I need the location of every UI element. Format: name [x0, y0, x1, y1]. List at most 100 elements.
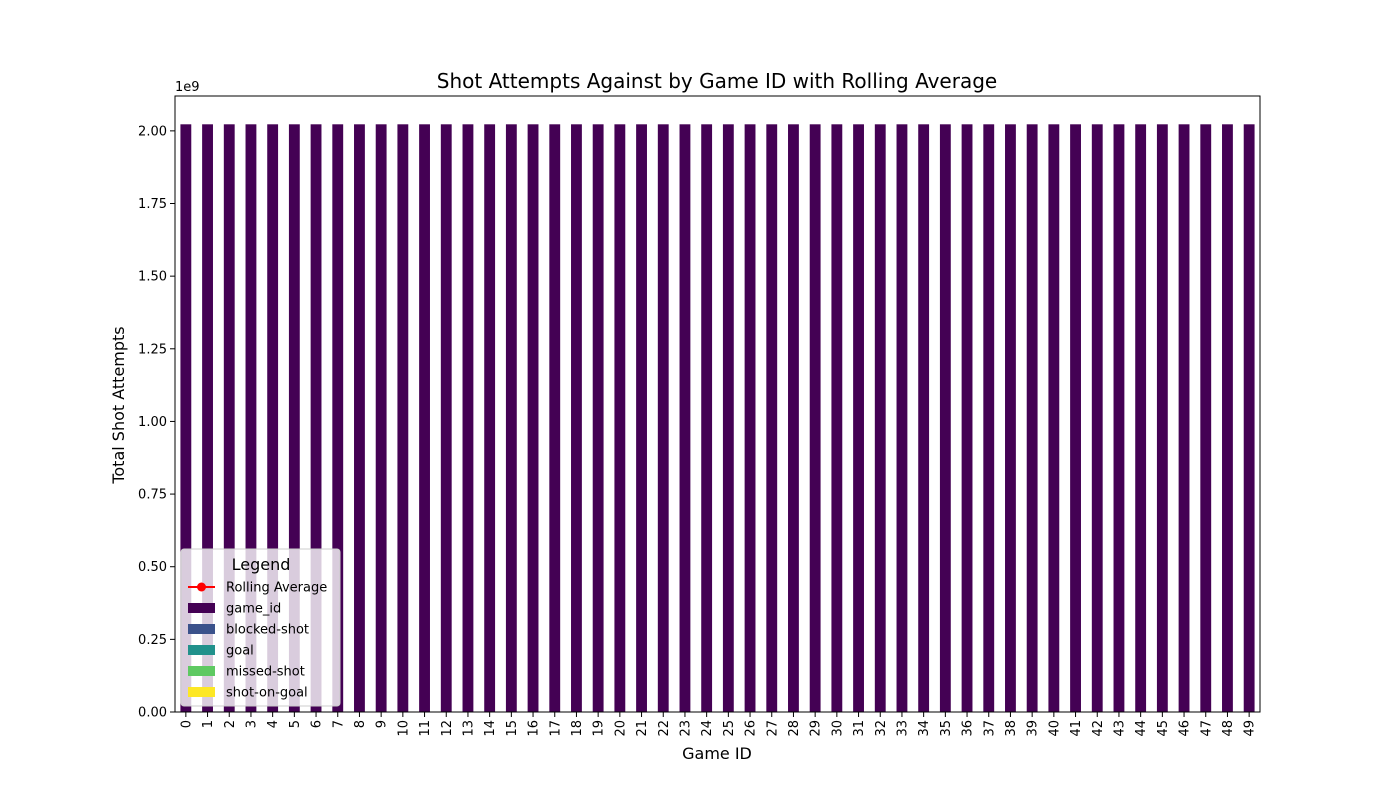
y-tick-label: 0.50 [138, 560, 167, 575]
bar-44 [1135, 124, 1147, 712]
x-tick-label: 28 [787, 720, 802, 737]
x-tick-label: 42 [1091, 720, 1106, 737]
legend-label: shot-on-goal [226, 686, 308, 701]
x-tick-label: 46 [1178, 720, 1193, 737]
x-tick-label: 22 [657, 720, 672, 737]
y-tick-label: 0.75 [138, 488, 167, 503]
bar-10 [397, 124, 409, 712]
bar-3 [245, 124, 257, 712]
bar-4 [267, 124, 279, 712]
y-tick-label: 0.25 [138, 633, 167, 648]
bar-26 [744, 124, 756, 712]
x-tick-label: 13 [461, 720, 476, 737]
x-tick-label: 0 [179, 720, 194, 728]
bar-23 [679, 124, 691, 712]
legend-entry: Rolling Average [188, 581, 327, 596]
x-tick-label: 29 [809, 720, 824, 737]
bar-16 [527, 124, 539, 712]
x-tick-label: 10 [396, 720, 411, 737]
plot-frame [174, 95, 1261, 713]
bars-layer [180, 124, 1255, 712]
x-axis-title: Game ID [682, 744, 752, 763]
bar-11 [419, 124, 430, 712]
bar-9 [375, 124, 387, 712]
bar-18 [571, 124, 582, 712]
y-offset-label: 1e9 [175, 80, 200, 95]
bar-30 [831, 124, 843, 712]
x-tick-label: 31 [852, 720, 867, 737]
bar-46 [1178, 124, 1190, 712]
x-tick-label: 7 [331, 720, 346, 728]
y-ticks: 0.00 0.25 0.50 0.75 1.00 1.25 1.50 1.75 2.00 [138, 124, 175, 721]
x-tick-label: 24 [700, 720, 715, 737]
x-tick-label: 44 [1134, 720, 1149, 737]
bar-29 [809, 124, 821, 712]
legend-entry: game_id [188, 602, 281, 617]
x-tick-label: 39 [1026, 720, 1041, 737]
bar-13 [462, 124, 474, 712]
legend-label: blocked-shot [226, 623, 309, 638]
x-tick-label: 37 [982, 720, 997, 737]
bar-35 [939, 124, 951, 712]
bar-20 [614, 124, 626, 712]
bar-24 [701, 124, 713, 712]
y-tick-label: 1.75 [138, 197, 167, 212]
bar-41 [1070, 124, 1081, 712]
x-tick-label: 3 [244, 720, 259, 728]
chart-title: Shot Attempts Against by Game ID with Ro… [437, 69, 997, 93]
y-axis-title: Total Shot Attempts [109, 326, 128, 484]
x-tick-label: 16 [527, 720, 542, 737]
bar-1 [202, 124, 213, 712]
x-tick-label: 19 [592, 720, 607, 737]
bar-8 [354, 124, 365, 712]
bar-36 [961, 124, 973, 712]
bar-15 [505, 124, 517, 712]
x-tick-label: 18 [570, 720, 585, 737]
bar-40 [1048, 124, 1060, 712]
bar-7 [332, 124, 344, 712]
y-tick-label: 1.00 [138, 415, 167, 430]
x-tick-label: 41 [1069, 720, 1084, 737]
legend-entry: shot-on-goal [188, 686, 308, 701]
x-tick-label: 23 [678, 720, 693, 737]
x-tick-label: 2 [223, 720, 238, 728]
bar-39 [1026, 124, 1038, 712]
bar-47 [1200, 124, 1212, 712]
legend-entry: missed-shot [188, 665, 305, 680]
x-tick-label: 17 [548, 720, 563, 737]
x-tick-label: 15 [505, 720, 520, 737]
x-tick-label: 33 [895, 720, 910, 737]
bar-43 [1113, 124, 1125, 712]
y-tick-label: 2.00 [138, 124, 167, 139]
bar-32 [874, 124, 886, 712]
x-tick-label: 12 [440, 720, 455, 737]
legend-label: Rolling Average [226, 581, 327, 596]
bar-45 [1156, 124, 1168, 712]
bar-33 [896, 124, 908, 712]
bar-42 [1091, 124, 1103, 712]
x-tick-label: 34 [917, 720, 932, 737]
y-tick-label: 1.50 [138, 270, 167, 285]
x-tick-label: 49 [1243, 720, 1258, 737]
legend-entry: goal [188, 644, 254, 659]
x-tick-label: 48 [1221, 720, 1236, 737]
x-tick-label: 6 [310, 720, 325, 728]
x-tick-label: 45 [1156, 720, 1171, 737]
bar-17 [549, 124, 561, 712]
x-tick-label: 47 [1199, 720, 1214, 737]
bar-49 [1243, 124, 1255, 712]
x-tick-label: 14 [483, 720, 498, 737]
legend-swatch [188, 687, 215, 697]
bar-5 [288, 124, 300, 712]
bar-0 [180, 124, 192, 712]
x-tick-label: 11 [418, 720, 433, 737]
bar-21 [636, 124, 647, 712]
x-ticks: 0 1 2 3 4 5 6 7 8 9 10 11 12 13 14 15 16 17 18 19 20 21 22 23 24… [179, 712, 1258, 737]
legend-swatch [188, 603, 215, 613]
bar-2 [223, 124, 235, 712]
bar-19 [592, 124, 604, 712]
bar-38 [1005, 124, 1016, 712]
legend-marker [197, 582, 206, 592]
